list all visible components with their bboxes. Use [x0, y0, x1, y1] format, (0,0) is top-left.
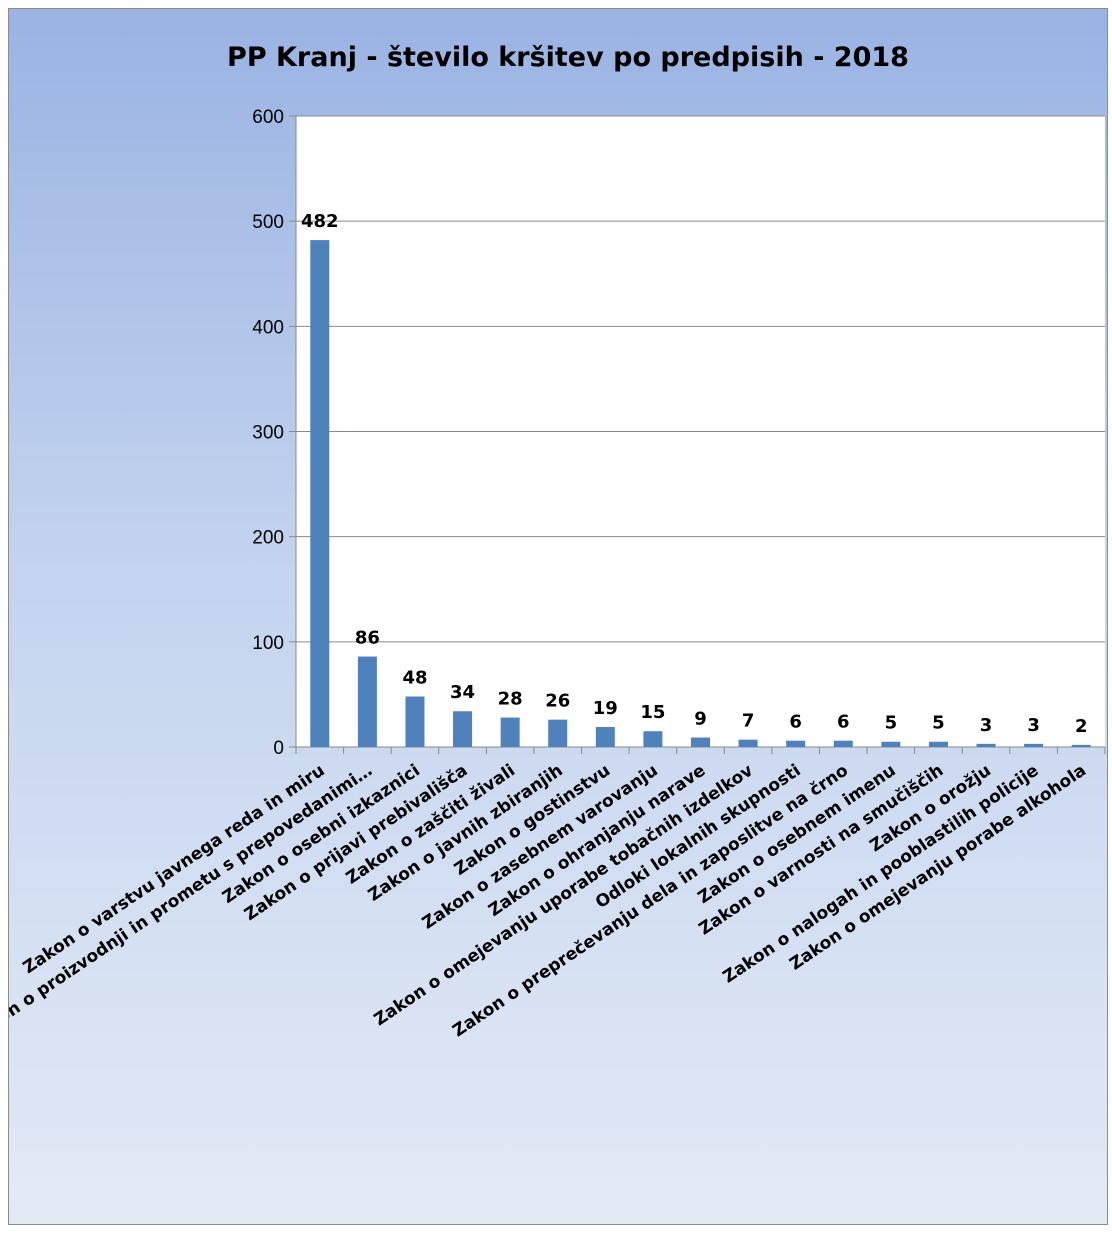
data-label: 2	[1075, 716, 1088, 737]
data-labels: 482 86 48 34 28 26 19 15 9 7 6 6 5 5 3 3 2	[301, 211, 1087, 737]
y-tick-label: 200	[252, 528, 284, 549]
data-label: 6	[789, 712, 802, 733]
bar	[357, 656, 377, 747]
chart-area: PP Kranj - število kršitev po predpisih …	[8, 8, 1108, 1225]
bar	[405, 696, 425, 747]
bar	[595, 727, 615, 747]
y-tick-label: 500	[252, 212, 284, 233]
y-tick-label: 600	[252, 107, 284, 128]
data-label: 34	[450, 682, 475, 703]
bar	[310, 240, 330, 747]
data-label: 15	[640, 702, 665, 723]
bar	[548, 719, 568, 747]
data-label: 5	[885, 713, 898, 734]
category-labels: Zakon o varstvu javnega reda in miruZako…	[9, 761, 1090, 1047]
bar	[691, 737, 710, 747]
data-label: 26	[545, 691, 570, 712]
bar-chart: PP Kranj - število kršitev po predpisih …	[9, 42, 1106, 1047]
bar	[881, 741, 901, 747]
chart-title: PP Kranj - število kršitev po predpisih …	[227, 42, 909, 73]
data-label: 3	[1027, 715, 1040, 736]
y-tick-label: 300	[252, 423, 284, 444]
bar	[500, 717, 520, 747]
data-label: 28	[498, 689, 523, 710]
bar	[1071, 744, 1091, 747]
y-tick-label: 400	[252, 317, 284, 338]
data-label: 7	[742, 711, 755, 732]
data-label: 86	[355, 628, 380, 649]
y-tick-label: 100	[252, 633, 284, 654]
data-label: 9	[694, 709, 707, 730]
data-label: 482	[301, 211, 339, 232]
data-label: 19	[593, 698, 618, 719]
bar	[928, 741, 948, 747]
gridlines	[296, 115, 1105, 643]
bar	[453, 711, 473, 747]
bar	[786, 740, 806, 747]
data-label: 6	[837, 712, 850, 733]
data-label: 3	[980, 715, 993, 736]
x-category-label: Zakon o proizvodnji in prometu s prepove…	[9, 761, 376, 1047]
data-label: 5	[932, 713, 945, 734]
axes: 0 100 200 300 400 500 600	[252, 107, 1106, 759]
bar	[643, 731, 663, 747]
bar	[1024, 743, 1044, 747]
bar	[976, 743, 996, 747]
data-label: 48	[402, 668, 427, 689]
bar	[738, 739, 758, 747]
y-tick-label: 0	[273, 738, 284, 759]
bar	[833, 740, 853, 747]
bars	[310, 240, 1091, 747]
